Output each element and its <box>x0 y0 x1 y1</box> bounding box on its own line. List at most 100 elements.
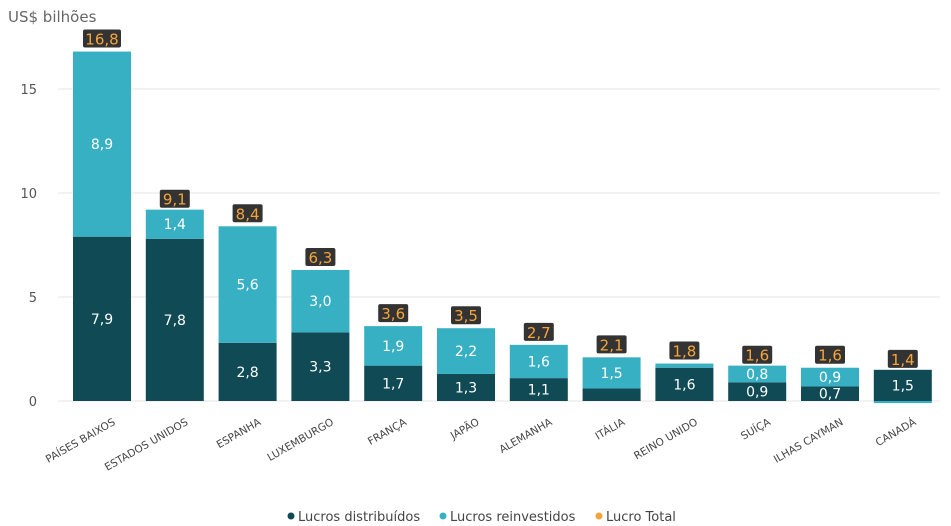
data-label-lucro-total: 6,3 <box>308 249 332 267</box>
x-tick-label: REINO UNIDO <box>632 416 700 462</box>
y-unit-label: US$ bilhões <box>8 8 97 26</box>
legend-label: Lucros distribuídos <box>298 510 420 525</box>
legend-label: Lucro Total <box>606 510 676 525</box>
bar-lucros-reinvestidos[interactable] <box>728 365 787 383</box>
data-label-reinvestidos: 1,6 <box>528 354 550 370</box>
bar-lucros-distribuidos[interactable] <box>364 365 423 401</box>
data-label-distribuidos: 0,7 <box>819 387 841 403</box>
total-label-badge <box>83 29 121 48</box>
bar-lucros-distribuidos[interactable] <box>145 238 204 401</box>
y-tick-label: 15 <box>20 83 37 98</box>
data-label-lucro-total: 16,8 <box>85 31 118 49</box>
legend-marker <box>595 512 603 520</box>
bar-lucros-distribuidos[interactable] <box>873 369 932 401</box>
data-label-lucro-total: 3,5 <box>454 307 478 325</box>
bar-lucros-reinvestidos[interactable] <box>437 328 495 374</box>
gridlines <box>58 88 940 402</box>
data-label-lucro-total: 8,4 <box>236 205 260 223</box>
data-label-distribuidos: 1,1 <box>528 383 550 399</box>
x-tick-label: ILHAS CAYMAN <box>772 416 846 466</box>
x-tick-label: CANADÁ <box>873 415 919 449</box>
y-tick-label: 0 <box>29 395 37 410</box>
total-label-badge <box>523 322 554 341</box>
total-label-badge <box>305 247 336 266</box>
total-label-badge <box>159 189 190 208</box>
bar-lucros-reinvestidos[interactable] <box>873 401 932 404</box>
bar-lucros-distribuidos[interactable] <box>291 332 350 401</box>
total-label-badge <box>451 306 481 325</box>
bar-lucros-reinvestidos[interactable] <box>218 226 277 343</box>
bar-lucros-reinvestidos[interactable] <box>582 357 641 389</box>
data-label-distribuidos: 1,3 <box>455 380 477 396</box>
total-label-badge <box>742 345 773 364</box>
total-label-badge <box>669 341 700 360</box>
y-axis: 0 5 10 15 <box>20 83 37 410</box>
bar-lucros-reinvestidos[interactable] <box>364 326 423 366</box>
x-tick-label: LUXEMBURGO <box>265 416 336 464</box>
bar-lucros-reinvestidos[interactable] <box>291 269 350 333</box>
data-label-reinvestidos: 1,4 <box>164 217 186 233</box>
x-tick-label: JAPÃO <box>447 415 481 442</box>
data-label-distribuidos: 2,8 <box>236 365 258 381</box>
data-label-reinvestidos: 0,8 <box>746 367 768 383</box>
legend-label: Lucros reinvestidos <box>450 510 576 525</box>
bar-lucros-reinvestidos[interactable] <box>655 363 714 368</box>
bar-lucros-distribuidos[interactable] <box>218 342 277 401</box>
x-tick-label: ESPANHA <box>215 416 264 451</box>
data-label-distribuidos: 7,9 <box>91 312 113 328</box>
data-label-lucro-total: 1,6 <box>745 347 769 365</box>
data-label-lucro-total: 9,1 <box>163 191 187 209</box>
data-label-reinvestidos: 1,9 <box>382 339 404 355</box>
total-label-badge <box>232 204 263 223</box>
legend-item[interactable]: Lucro Total <box>595 510 676 525</box>
legend-item[interactable]: Lucros distribuídos <box>287 510 421 525</box>
data-label-reinvestidos: 8,9 <box>91 137 113 153</box>
bar-lucros-distribuidos[interactable] <box>728 382 787 401</box>
bar-lucros-reinvestidos[interactable] <box>73 51 131 237</box>
x-tick-label: SUÍÇA <box>739 415 774 443</box>
x-tick-label: ALEMANHA <box>497 416 555 456</box>
data-label-distribuidos: 1,6 <box>673 377 695 393</box>
bar-lucros-distribuidos[interactable] <box>509 378 568 401</box>
y-tick-label: 5 <box>29 291 37 306</box>
data-label-distribuidos: 3,3 <box>309 360 331 376</box>
data-label-distribuidos: 1,7 <box>382 376 404 392</box>
x-tick-label: PAÍSES BAIXOS <box>43 415 117 466</box>
data-label-lucro-total: 3,6 <box>381 305 405 323</box>
x-tick-label: ITÁLIA <box>593 415 628 443</box>
data-label-distribuidos: 7,8 <box>164 313 186 329</box>
x-tick-label: FRANÇA <box>366 416 409 448</box>
legend[interactable]: Lucros distribuídos Lucros reinvestidos Lu… <box>287 510 676 525</box>
bar-lucros-distribuidos[interactable] <box>801 386 859 401</box>
bar-lucros-distribuidos[interactable] <box>437 373 495 401</box>
data-label-reinvestidos: 2,2 <box>455 344 477 360</box>
data-label-lucro-total: 1,6 <box>818 347 842 365</box>
data-label-lucro-total: 2,7 <box>527 324 551 342</box>
data-label-reinvestidos: 5,6 <box>236 278 258 294</box>
legend-marker <box>287 512 295 520</box>
data-label-lucro-total: 1,8 <box>672 343 696 361</box>
data-label-lucro-total: 1,4 <box>891 351 915 369</box>
data-label-reinvestidos: 3,0 <box>309 294 331 310</box>
bar-lucros-reinvestidos[interactable] <box>509 344 568 379</box>
y-tick-label: 10 <box>20 187 37 202</box>
total-label-badge <box>378 304 409 323</box>
bar-lucros-reinvestidos[interactable] <box>145 209 204 239</box>
data-label-reinvestidos: 0,9 <box>819 370 841 386</box>
total-label-badge <box>887 349 918 368</box>
bars: 7,9 8,9 16,8 7,8 1,4 9,1 2,8 5,6 8,4 3,3 3,0 6,3 1,7… <box>73 29 932 404</box>
bar-lucros-distribuidos[interactable] <box>655 367 714 401</box>
bar-lucros-distribuidos[interactable] <box>73 236 131 401</box>
total-label-badge <box>596 335 627 354</box>
legend-marker <box>439 512 447 520</box>
total-label-badge <box>815 345 845 364</box>
bar-lucros-reinvestidos[interactable] <box>801 367 859 387</box>
legend-item[interactable]: Lucros reinvestidos <box>439 510 576 525</box>
data-label-distribuidos: 0,9 <box>746 385 768 401</box>
data-label-distribuidos: 1,5 <box>892 378 914 394</box>
data-label-lucro-total: 2,1 <box>600 336 624 354</box>
bar-lucros-distribuidos[interactable] <box>582 388 641 401</box>
data-label-reinvestidos: 1,5 <box>600 366 622 382</box>
